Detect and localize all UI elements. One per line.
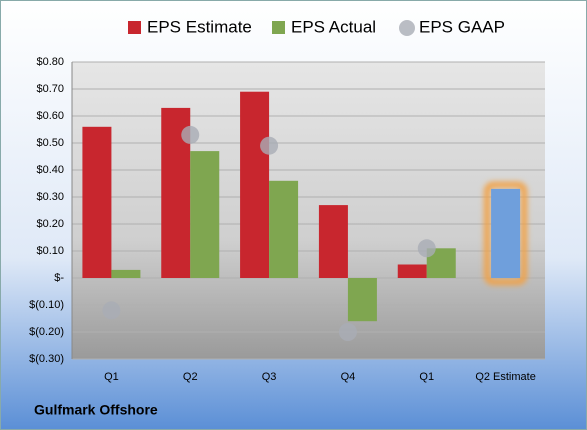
y-tick-label: $0.30 [36,191,64,203]
caption: Gulfmark Offshore [34,402,158,418]
y-tick-label: $(0.10) [29,299,64,311]
bar [318,205,348,278]
y-tick-label: $0.70 [36,83,64,95]
y-tick-label: $0.50 [36,137,64,149]
bar [82,126,112,278]
y-tick-label: $0.10 [36,245,64,257]
x-tick-label: Q4 [341,371,356,383]
gaap-marker [102,301,121,320]
bar [397,264,427,278]
x-tick-label: Q1 [419,371,434,383]
y-tick-label: $0.40 [36,164,64,176]
y-tick-label: $0.60 [36,110,64,122]
y-tick-label: $- [54,272,64,284]
legend-label: EPS Actual [291,17,376,36]
bar [190,151,220,278]
bar [269,180,299,278]
y-tick-label: $0.20 [36,218,64,230]
gaap-marker [181,125,200,144]
bar [111,269,141,278]
x-tick-label: Q2 Estimate [475,371,536,383]
x-tick-label: Q1 [104,371,119,383]
x-tick-label: Q3 [262,371,277,383]
legend-marker [272,21,285,34]
gaap-marker [417,239,436,258]
highlight-glow [484,181,528,285]
bar [347,278,377,322]
gaap-marker [260,136,279,155]
plot-area [72,62,545,359]
gaap-marker [338,323,357,341]
bar [240,91,270,278]
y-tick-label: $(0.30) [29,353,64,365]
legend-label: EPS GAAP [419,17,505,36]
x-tick-label: Q2 [183,371,198,383]
y-tick-label: $0.80 [36,56,64,68]
legend-marker [128,21,141,34]
legend-label: EPS Estimate [147,17,252,36]
y-tick-label: $(0.20) [29,326,64,338]
bar [491,188,521,278]
legend-marker [399,20,415,36]
